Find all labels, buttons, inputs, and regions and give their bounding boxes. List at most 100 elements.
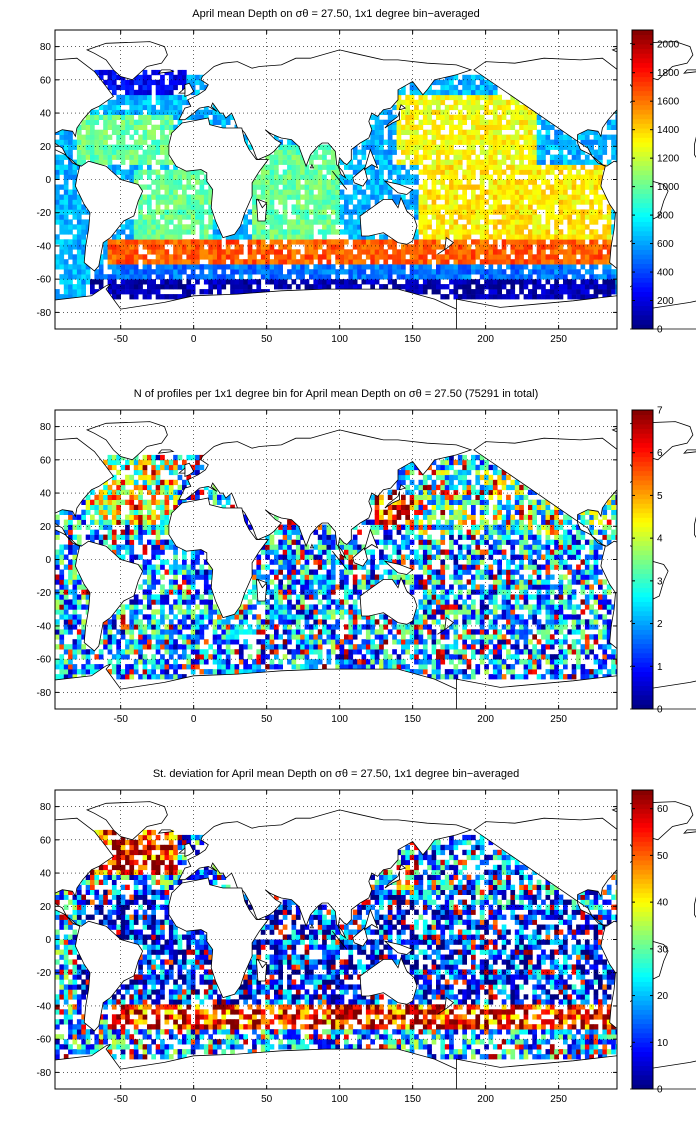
heatmap-cell [72,674,78,680]
heatmap-cell [436,169,441,175]
heatmap-cell [125,674,130,680]
heatmap-cell [59,129,65,135]
heatmap-cell [576,199,581,205]
heatmap-cell [133,269,139,275]
heatmap-cell [164,664,170,670]
heatmap-cell [475,294,481,300]
colorbar-segment [632,324,653,330]
heatmap-cell [107,669,113,675]
heatmap-cell [177,254,183,260]
heatmap-cell [287,619,292,625]
heatmap-cell [536,169,542,175]
heatmap-cell [155,634,161,640]
heatmap-cell [212,604,218,610]
heatmap-cell [405,249,410,255]
heatmap-cell [330,239,336,245]
heatmap-cell [606,274,612,280]
heatmap-cell [59,664,65,670]
heatmap-cell [449,654,454,660]
heatmap-cell [510,159,516,165]
heatmap-cell [501,284,507,290]
heatmap-cell [168,104,174,111]
heatmap-cell [190,639,196,645]
heatmap-cell [155,239,161,245]
heatmap-cell [589,214,594,220]
heatmap-cell [357,284,362,290]
heatmap-cell [418,124,424,130]
heatmap-cell [129,124,135,130]
heatmap-cell [309,609,314,615]
heatmap-cell [549,154,555,160]
heatmap-cell [322,214,327,220]
heatmap-cell [63,194,69,200]
heatmap-cell [230,284,235,290]
heatmap-cell [348,279,354,285]
heatmap-cell [125,284,130,290]
heatmap-cell [471,239,476,245]
heatmap-cell [295,164,301,170]
heatmap-cell [322,224,327,230]
heatmap-cell [287,629,292,635]
heatmap-cell [536,234,542,240]
heatmap-cell [379,254,384,260]
heatmap-cell [475,89,481,96]
heatmap-cell [309,249,314,255]
heatmap-cell [475,279,481,285]
heatmap-cell [501,209,507,215]
heatmap-cell [357,189,362,195]
heatmap-cell [265,264,270,270]
heatmap-cell [164,279,170,285]
heatmap-cell [125,264,130,270]
heatmap-cell [589,674,594,680]
heatmap-cell [370,254,375,260]
heatmap-cell [164,189,170,195]
heatmap-cell [532,294,537,300]
heatmap-cell [479,214,485,220]
heatmap-cell [203,189,209,195]
heatmap-cell [431,209,437,215]
heatmap-cell [471,134,476,140]
heatmap-cell [295,599,301,605]
heatmap-cell [217,239,222,245]
heatmap-cell [81,649,86,655]
heatmap-cell [98,274,104,280]
heatmap-cell [129,104,135,111]
heatmap-cell [492,89,498,96]
heatmap-cell [107,264,113,270]
heatmap-cell [260,644,266,650]
heatmap-cell [168,654,174,660]
heatmap-cell [243,234,248,240]
heatmap-cell [199,289,205,295]
heatmap-cell [287,239,292,245]
heatmap-cell [68,294,73,300]
heatmap-cell [501,109,507,115]
heatmap-cell [63,174,69,180]
heatmap-cell [528,649,533,655]
heatmap-cell [120,269,126,275]
heatmap-cell [519,169,524,175]
heatmap-cell [330,159,336,165]
heatmap-cell [274,194,279,200]
heatmap-cell [182,189,187,195]
heatmap-cell [541,629,546,635]
heatmap-cell [265,189,270,195]
heatmap-cell [497,284,502,290]
heatmap-cell [76,289,82,295]
heatmap-cell [138,89,143,96]
heatmap-cell [55,259,60,265]
heatmap-cell [274,259,279,265]
heatmap-cell [414,144,419,150]
heatmap-cell [405,169,410,175]
heatmap-cell [317,659,323,665]
heatmap-cell [186,184,192,190]
heatmap-cell [304,204,310,210]
heatmap-cell [387,654,393,660]
heatmap-cell [554,629,559,635]
heatmap-cell [606,654,612,660]
heatmap-cell [571,199,577,205]
heatmap-cell [436,254,441,260]
heatmap-cell [462,274,467,280]
heatmap-cell [177,104,183,111]
heatmap-cell [182,84,187,91]
heatmap-cell [269,244,275,250]
